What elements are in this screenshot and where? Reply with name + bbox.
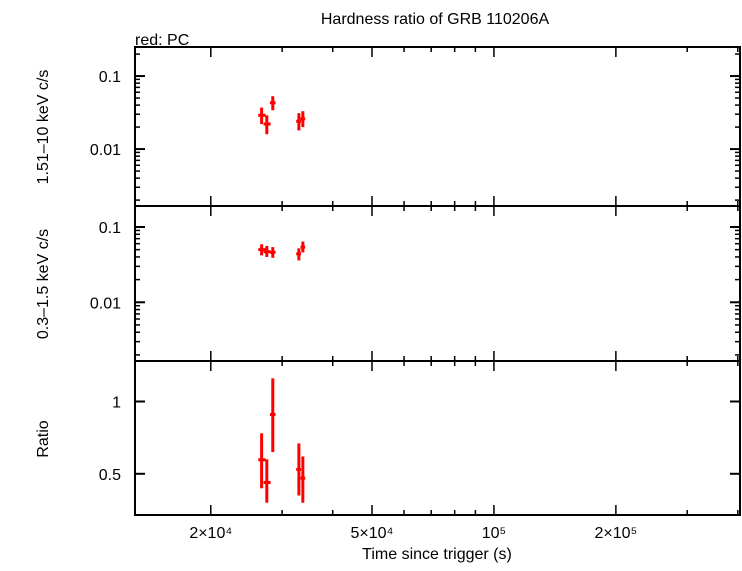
x-axis-label: Time since trigger (s) <box>362 546 512 563</box>
y-tick-label: 0.5 <box>99 467 121 484</box>
y-tick-label: 1 <box>112 394 121 411</box>
data-point <box>300 111 306 128</box>
y-axis-label-soft: 0.3–1.5 keV c/s <box>35 229 52 339</box>
data-point <box>269 378 276 453</box>
y-tick-label: 0.1 <box>99 69 121 86</box>
data-point <box>263 115 271 135</box>
y-tick-label: 0.01 <box>90 295 121 312</box>
x-tick-label: 10⁵ <box>482 525 506 542</box>
data-point <box>300 456 306 503</box>
chart-title: Hardness ratio of GRB 110206A <box>321 11 550 28</box>
chart-subtitle: red: PC <box>135 32 189 49</box>
x-tick-label: 2×10⁵ <box>595 525 638 542</box>
data-point <box>263 245 271 257</box>
y-axis-label-ratio: Ratio <box>35 420 52 457</box>
panel-frame-2 <box>134 360 741 516</box>
y-tick-label: 0.01 <box>90 142 121 159</box>
data-point <box>258 433 266 489</box>
data-point <box>296 113 302 131</box>
panel-frame-1 <box>134 205 741 362</box>
y-tick-label: 0.1 <box>99 220 121 237</box>
data-point <box>269 247 276 258</box>
data-point <box>300 241 306 253</box>
y-axis-label-hard: 1.51–10 keV c/s <box>35 70 52 185</box>
data-point <box>258 244 266 256</box>
data-point <box>263 459 271 503</box>
data-point <box>269 96 276 111</box>
panel-frame-0 <box>134 46 741 207</box>
data-point <box>258 107 266 125</box>
data-point <box>296 443 302 496</box>
x-tick-label: 2×10⁴ <box>189 525 232 542</box>
x-tick-label: 5×10⁴ <box>351 525 394 542</box>
data-point <box>296 248 302 261</box>
